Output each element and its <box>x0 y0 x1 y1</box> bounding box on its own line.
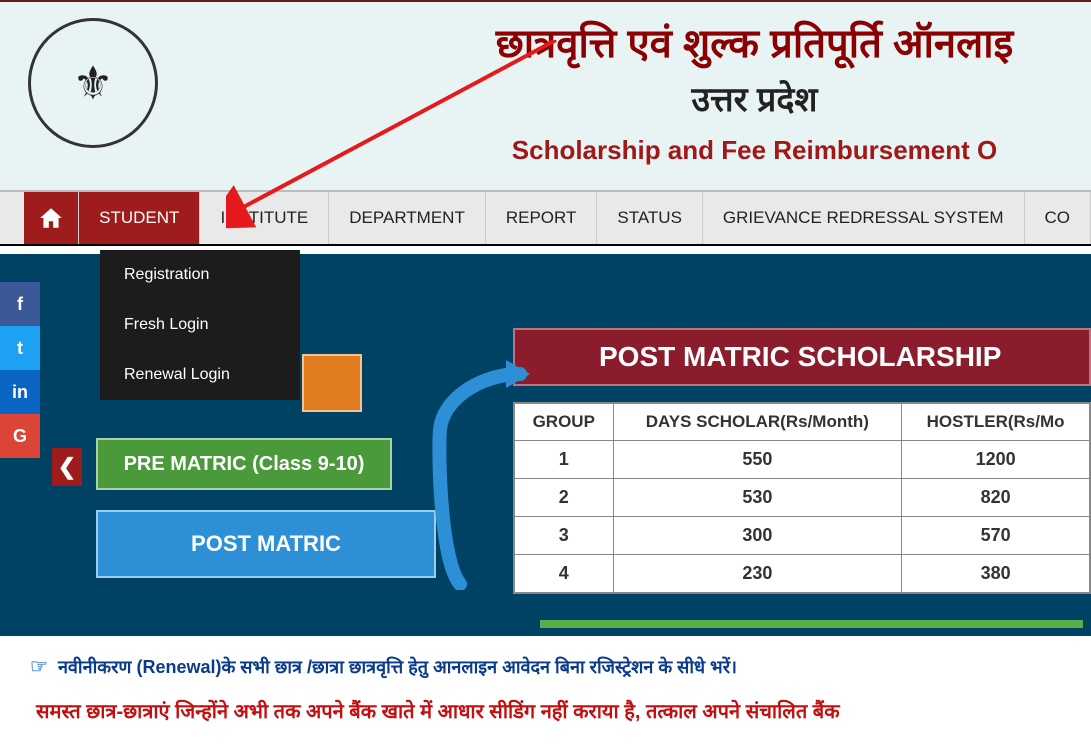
col-days-scholar: DAYS SCHOLAR(Rs/Month) <box>613 404 902 441</box>
dropdown-renewal-login[interactable]: Renewal Login <box>100 350 300 400</box>
table-cell: 550 <box>613 441 902 479</box>
student-dropdown: Registration Fresh Login Renewal Login <box>100 250 300 400</box>
logo-glyph: ⚜ <box>72 56 113 110</box>
header-text: छात्रवृत्ति एवं शुल्क प्रतिपूर्ति ऑनलाइ … <box>418 10 1091 166</box>
table-row: 2530820 <box>515 479 1090 517</box>
category-pre-matric[interactable]: PRE MATRIC (Class 9-10) <box>96 438 392 490</box>
category-orange-box <box>302 354 362 412</box>
category-post-matric[interactable]: POST MATRIC <box>96 510 436 578</box>
table-row: 15501200 <box>515 441 1090 479</box>
chevron-left-icon: ❮ <box>58 454 76 480</box>
site-subtitle-hindi: उत्तर प्रदेश <box>418 75 1091 121</box>
notice-renewal: ☞ नवीनीकरण (Renewal)के सभी छात्र /छात्रा… <box>30 654 1091 679</box>
main-navbar: STUDENT INSTITUTE DEPARTMENT REPORT STAT… <box>0 190 1091 246</box>
table-cell: 1200 <box>902 441 1090 479</box>
nav-home[interactable] <box>24 192 79 244</box>
nav-grievance[interactable]: GRIEVANCE REDRESSAL SYSTEM <box>703 192 1025 244</box>
social-facebook[interactable]: f <box>0 282 40 326</box>
scholarship-banner-label: POST MATRIC SCHOLARSHIP <box>599 341 1001 373</box>
social-linkedin[interactable]: in <box>0 370 40 414</box>
header-band: ⚜ छात्रवृत्ति एवं शुल्क प्रतिपूर्ति ऑनला… <box>0 0 1091 190</box>
carousel-prev[interactable]: ❮ <box>52 448 82 486</box>
social-google[interactable]: G <box>0 414 40 458</box>
home-icon <box>36 205 66 231</box>
nav-institute[interactable]: INSTITUTE <box>200 192 329 244</box>
notice-aadhaar: समस्त छात्र-छात्राएं जिन्होंने अभी तक अप… <box>36 697 1091 724</box>
table-cell: 300 <box>613 517 902 555</box>
scholarship-banner: POST MATRIC SCHOLARSHIP <box>513 328 1091 386</box>
scholarship-table: GROUP DAYS SCHOLAR(Rs/Month) HOSTLER(Rs/… <box>513 402 1091 594</box>
dropdown-fresh-login[interactable]: Fresh Login <box>100 300 300 350</box>
table-cell: 820 <box>902 479 1090 517</box>
table-header-row: GROUP DAYS SCHOLAR(Rs/Month) HOSTLER(Rs/… <box>515 404 1090 441</box>
table-cell: 570 <box>902 517 1090 555</box>
table-row: 4230380 <box>515 555 1090 593</box>
table-cell: 230 <box>613 555 902 593</box>
col-hostler: HOSTLER(Rs/Mo <box>902 404 1090 441</box>
site-title-hindi: छात्रवृत्ति एवं शुल्क प्रतिपूर्ति ऑनलाइ <box>418 14 1091 69</box>
social-column: f t in G <box>0 282 40 458</box>
hand-point-icon: ☞ <box>30 654 48 679</box>
curve-arrow-icon <box>430 360 530 590</box>
nav-student[interactable]: STUDENT <box>79 192 200 244</box>
nav-report[interactable]: REPORT <box>486 192 598 244</box>
table-cell: 530 <box>613 479 902 517</box>
dropdown-registration[interactable]: Registration <box>100 250 300 300</box>
notice-renewal-text: नवीनीकरण (Renewal)के सभी छात्र /छात्रा छ… <box>58 655 737 679</box>
nav-status[interactable]: STATUS <box>597 192 703 244</box>
site-title-english: Scholarship and Fee Reimbursement O <box>418 135 1091 166</box>
table-cell: 380 <box>902 555 1090 593</box>
table-row: 3300570 <box>515 517 1090 555</box>
gov-logo: ⚜ <box>28 18 158 148</box>
social-twitter[interactable]: t <box>0 326 40 370</box>
table-underline <box>540 620 1083 628</box>
nav-department[interactable]: DEPARTMENT <box>329 192 486 244</box>
nav-contact-truncated[interactable]: CO <box>1025 192 1091 244</box>
